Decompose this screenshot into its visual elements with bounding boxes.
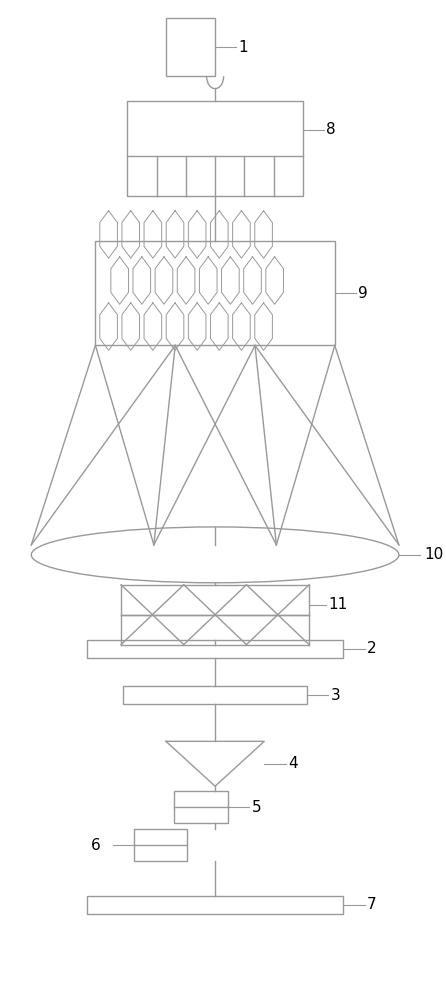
Text: 11: 11 bbox=[328, 597, 347, 612]
Bar bbox=[95, 241, 335, 345]
Bar bbox=[174, 791, 228, 823]
Text: 9: 9 bbox=[358, 286, 368, 301]
Text: 1: 1 bbox=[239, 40, 248, 55]
Bar bbox=[87, 640, 343, 658]
Bar bbox=[128, 101, 303, 196]
Text: 10: 10 bbox=[425, 547, 444, 562]
Text: 7: 7 bbox=[367, 897, 376, 912]
Text: 4: 4 bbox=[288, 756, 297, 771]
Text: 5: 5 bbox=[252, 800, 261, 815]
Text: 2: 2 bbox=[367, 641, 376, 656]
Bar bbox=[134, 829, 187, 861]
Text: 3: 3 bbox=[330, 688, 340, 703]
Bar bbox=[87, 896, 343, 914]
Bar bbox=[166, 18, 215, 76]
Bar bbox=[123, 686, 307, 704]
Text: 8: 8 bbox=[326, 122, 336, 137]
Text: 6: 6 bbox=[91, 838, 101, 853]
